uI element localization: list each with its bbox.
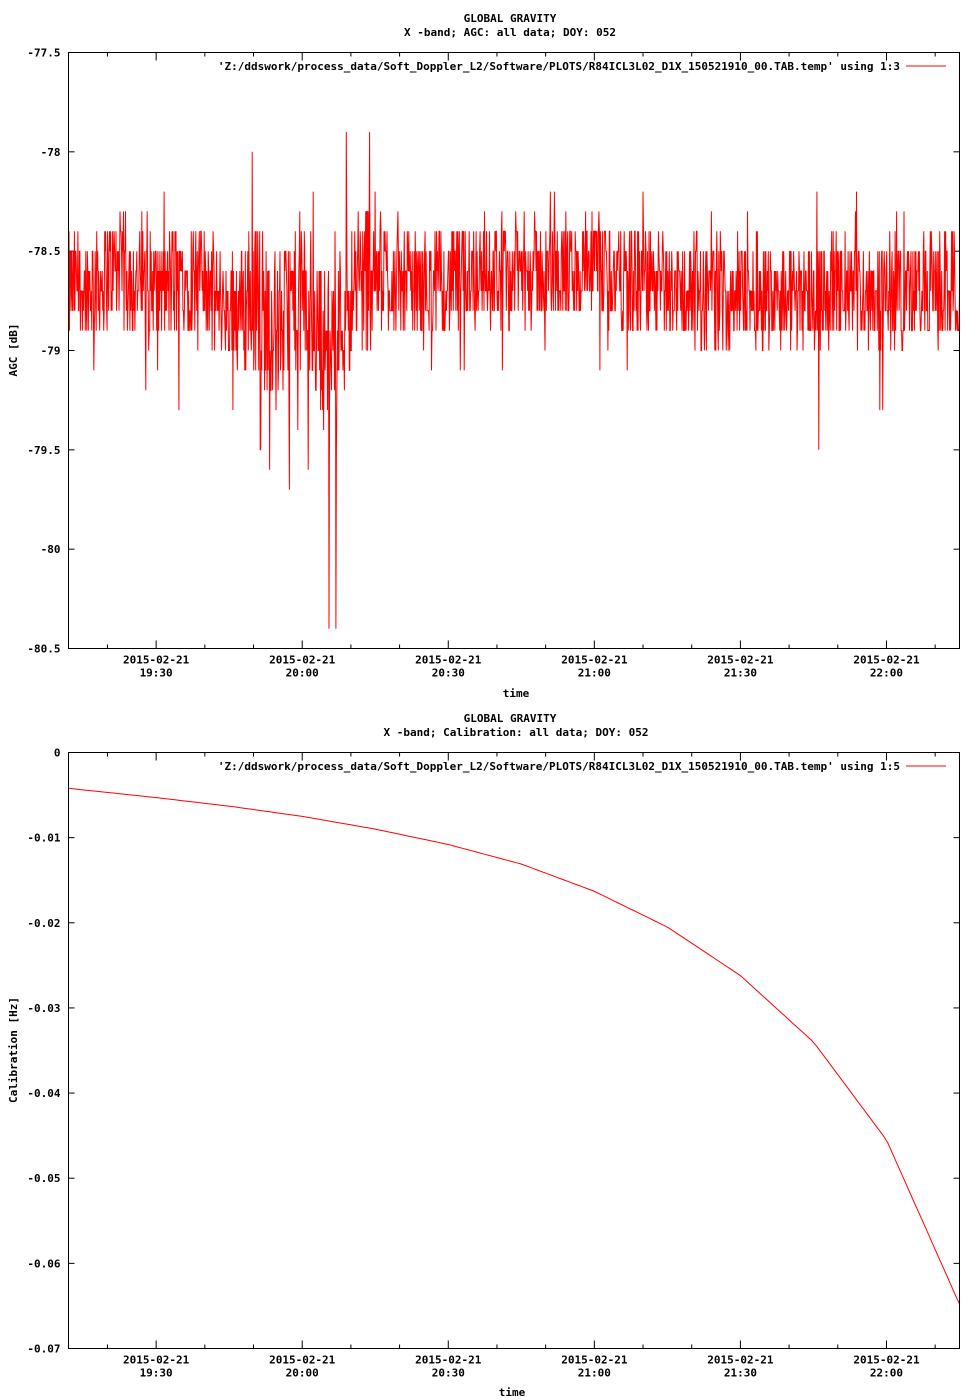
y-tick-label: -0.01 [27,832,60,845]
x-tick-date-label: 2015-02-21 [123,1354,190,1367]
x-tick-date-label: 2015-02-21 [561,654,628,667]
legend-label: 'Z:/ddswork/process_data/Soft_Doppler_L2… [218,760,900,773]
x-tick-time-label: 20:30 [432,1367,465,1380]
y-ticks: -77.5 -78 -78.5 -79 -79.5 -80 -80.5 [27,47,960,656]
y-tick-label: -0.05 [27,1172,60,1185]
x-tick-date-label: 2015-02-21 [707,654,774,667]
agc-series-line [68,131,960,629]
y-tick-label: -0.02 [27,917,60,930]
x-tick-time-label: 21:30 [724,667,757,680]
x-tick-date-label: 2015-02-21 [269,1354,336,1367]
chart-title: GLOBAL GRAVITY [464,712,557,725]
y-tick-label: -0.06 [27,1257,60,1270]
y-tick-label: -0.07 [27,1343,60,1356]
x-tick-date-label: 2015-02-21 [269,654,336,667]
plot-frame [68,52,960,649]
y-tick-label: -79.5 [27,444,60,457]
y-tick-label: -78 [41,146,61,159]
chart-subtitle: X -band; Calibration: all data; DOY: 052 [384,726,649,739]
y-tick-label: -78.5 [27,245,60,258]
x-tick-time-label: 22:00 [870,667,903,680]
y-tick-label: -79 [41,345,61,358]
x-tick-date-label: 2015-02-21 [561,1354,628,1367]
y-axis-label: Calibration [Hz] [7,997,20,1103]
x-tick-time-label: 21:00 [578,1367,611,1380]
y-tick-label: -77.5 [27,47,60,60]
x-tick-date-label: 2015-02-21 [123,654,190,667]
y-tick-label: -0.04 [27,1087,60,1100]
agc-chart: GLOBAL GRAVITY X -band; AGC: all data; D… [7,12,960,700]
x-tick-time-label: 21:30 [724,1367,757,1380]
x-tick-time-label: 19:30 [140,1367,173,1380]
calibration-series-line [68,787,960,1305]
x-tick-date-label: 2015-02-21 [853,654,920,667]
x-tick-time-label: 20:00 [286,667,319,680]
x-tick-date-label: 2015-02-21 [707,1354,774,1367]
chart-subtitle: X -band; AGC: all data; DOY: 052 [404,26,616,39]
y-tick-label: -80.5 [27,643,60,656]
plot-frame [68,752,960,1349]
x-tick-time-label: 22:00 [870,1367,903,1380]
y-axis-label: AGC [dB] [7,324,20,377]
y-tick-label: -0.03 [27,1002,60,1015]
x-ticks: 2015-02-2119:302015-02-2120:002015-02-21… [106,752,936,1380]
x-axis-label: time [499,1386,526,1399]
y-tick-label: -80 [41,543,61,556]
chart-title: GLOBAL GRAVITY [464,12,557,25]
x-tick-date-label: 2015-02-21 [415,1354,482,1367]
x-tick-date-label: 2015-02-21 [853,1354,920,1367]
legend-label: 'Z:/ddswork/process_data/Soft_Doppler_L2… [218,60,900,73]
x-tick-time-label: 20:00 [286,1367,319,1380]
x-tick-time-label: 21:00 [578,667,611,680]
x-tick-time-label: 20:30 [432,667,465,680]
x-axis-label: time [503,687,530,700]
x-ticks: 2015-02-2119:302015-02-2120:002015-02-21… [106,52,936,680]
y-tick-label: 0 [54,747,61,760]
x-tick-date-label: 2015-02-21 [415,654,482,667]
y-ticks: 0 -0.01 -0.02 -0.03 -0.04 -0.05 -0.06 -0.07 [27,747,960,1356]
x-tick-time-label: 19:30 [140,667,173,680]
calibration-chart: GLOBAL GRAVITY X -band; Calibration: all… [7,712,960,1399]
